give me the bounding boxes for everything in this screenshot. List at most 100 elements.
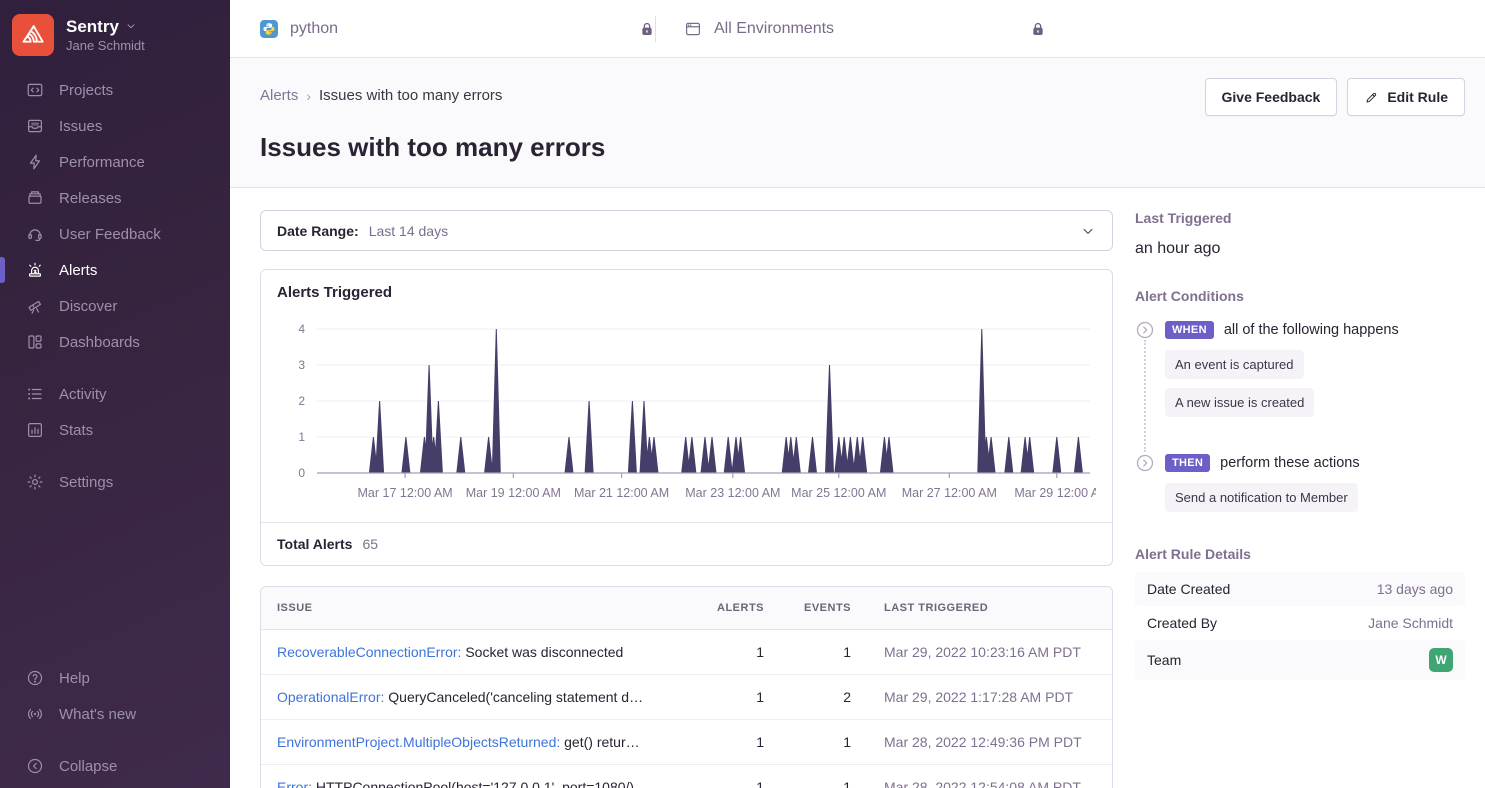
chart-title: Alerts Triggered: [277, 284, 393, 301]
sidebar-group: Activity Stats: [0, 376, 230, 448]
alerts-chart-panel: Alerts Triggered 0 1 2 3 4 Mar 17 12:00 AM Mar…: [260, 269, 1113, 566]
then-text: perform these actions: [1220, 455, 1360, 471]
last-triggered-value: an hour ago: [1135, 240, 1221, 257]
y-axis-label: 0: [298, 466, 305, 480]
alerts-count: 1: [756, 734, 764, 750]
sidebar-item-stats[interactable]: Stats: [0, 412, 230, 448]
sidebar-item-projects[interactable]: Projects: [0, 72, 230, 108]
sidebar-item-user-feedback[interactable]: User Feedback: [0, 216, 230, 252]
issues-icon: [26, 117, 44, 135]
org-name: Sentry: [66, 17, 119, 37]
last-triggered-cell: Mar 28, 2022 12:49:36 PM PDT: [884, 734, 1082, 750]
y-axis-label: 1: [298, 430, 305, 444]
breadcrumb: Alerts › Issues with too many errors: [260, 78, 502, 104]
detail-row: Date Created 13 days ago: [1135, 572, 1465, 606]
issue-link[interactable]: RecoverableConnectionError:: [277, 644, 462, 660]
sidebar-item-label: Performance: [59, 153, 145, 171]
x-axis-label: Mar 17 12:00 AM: [358, 486, 453, 500]
sidebar-item-label: Releases: [59, 189, 122, 207]
y-axis-label: 3: [298, 358, 305, 372]
condition-chip: Send a notification to Member: [1165, 483, 1358, 512]
page-header: Alerts › Issues with too many errors Giv…: [230, 58, 1485, 188]
sidebar-item-dashboards[interactable]: Dashboards: [0, 324, 230, 360]
alerts-triggered-chart: 0 1 2 3 4 Mar 17 12:00 AM Mar 19 12:00 AM Mar 2…: [277, 305, 1099, 522]
lock-icon[interactable]: [639, 21, 655, 37]
last-triggered-heading: Last Triggered: [1135, 210, 1232, 226]
chart-canvas: 0 1 2 3 4 Mar 17 12:00 AM Mar 19 12:00 AM Mar 2…: [298, 322, 1099, 500]
org-switcher[interactable]: Sentry Jane Schmidt: [0, 14, 230, 56]
sidebar-item-whats-new[interactable]: What's new: [0, 696, 230, 732]
total-alerts-row: Total Alerts 65: [261, 522, 1112, 565]
sidebar-group: Settings: [0, 464, 230, 500]
edit-rule-button[interactable]: Edit Rule: [1347, 78, 1465, 116]
issue-link[interactable]: Error:: [277, 779, 312, 788]
issues-table: ISSUE ALERTS EVENTS LAST TRIGGERED Recovera…: [260, 586, 1113, 788]
whats-new-icon: [26, 705, 44, 723]
sidebar-item-releases[interactable]: Releases: [0, 180, 230, 216]
date-range-value: Last 14 days: [368, 222, 449, 239]
environments-icon: [684, 20, 702, 38]
give-feedback-button[interactable]: Give Feedback: [1204, 78, 1338, 116]
x-axis-label: Mar 21 12:00 AM: [574, 486, 669, 500]
alerts-count: 1: [756, 779, 764, 788]
sidebar-item-issues[interactable]: Issues: [0, 108, 230, 144]
issue-link[interactable]: OperationalError:: [277, 689, 385, 705]
events-count: 1: [843, 779, 851, 788]
condition-chip: An event is captured: [1165, 350, 1304, 379]
environment-selector[interactable]: All Environments: [656, 20, 1046, 38]
dashboards-icon: [26, 333, 44, 351]
table-row[interactable]: OperationalError: QueryCanceled('canceli…: [261, 675, 1112, 720]
sidebar: Sentry Jane Schmidt Projects Issues Perfor…: [0, 0, 230, 788]
sidebar-item-label: Discover: [59, 297, 118, 315]
chevron-down-icon: [125, 16, 137, 37]
condition-chip: A new issue is created: [1165, 388, 1315, 417]
table-row[interactable]: Error: HTTPConnectionPool(host='127.0.0.…: [261, 765, 1112, 788]
issue-link[interactable]: EnvironmentProject.MultipleObjectsReturn…: [277, 734, 561, 750]
sidebar-item-label: Alerts: [59, 261, 98, 279]
chevron-right-circle-icon: [1135, 320, 1155, 340]
sidebar-item-label: Stats: [59, 421, 94, 439]
table-row[interactable]: RecoverableConnectionError: Socket was d…: [261, 630, 1112, 675]
edit-rule-label: Edit Rule: [1387, 89, 1448, 105]
total-alerts-label: Total Alerts: [277, 536, 353, 552]
condition-connector-line: [1144, 340, 1146, 452]
sidebar-item-activity[interactable]: Activity: [0, 376, 230, 412]
alerts-icon: [26, 261, 44, 279]
issue-cell: Error: HTTPConnectionPool(host='127.0.0.…: [277, 779, 694, 788]
x-axis-label: Mar 29 12:00 A: [1014, 486, 1096, 500]
stats-icon: [26, 421, 44, 439]
date-range-select[interactable]: Date Range: Last 14 days: [260, 210, 1113, 251]
sidebar-item-settings[interactable]: Settings: [0, 464, 230, 500]
user-feedback-icon: [26, 225, 44, 243]
breadcrumb-alerts-link[interactable]: Alerts: [260, 87, 299, 104]
table-row[interactable]: EnvironmentProject.MultipleObjectsReturn…: [261, 720, 1112, 765]
sidebar-item-label: Collapse: [59, 757, 118, 775]
sidebar-item-label: Dashboards: [59, 333, 140, 351]
sidebar-item-performance[interactable]: Performance: [0, 144, 230, 180]
events-count: 1: [843, 734, 851, 750]
detail-row: Created By Jane Schmidt: [1135, 606, 1465, 640]
project-selector[interactable]: python: [260, 19, 655, 38]
sidebar-item-discover[interactable]: Discover: [0, 288, 230, 324]
help-icon: [26, 669, 44, 687]
column-header-last-triggered: LAST TRIGGERED: [884, 602, 989, 614]
lock-icon[interactable]: [1030, 21, 1046, 37]
page-title: Issues with too many errors: [260, 132, 606, 162]
sidebar-item-collapse[interactable]: Collapse: [0, 748, 230, 784]
sidebar-item-alerts[interactable]: Alerts: [0, 252, 230, 288]
when-text: all of the following happens: [1223, 322, 1399, 338]
detail-value: 13 days ago: [1376, 581, 1453, 597]
sidebar-item-help[interactable]: Help: [0, 660, 230, 696]
issue-cell: EnvironmentProject.MultipleObjectsReturn…: [277, 734, 694, 750]
detail-label: Team: [1147, 652, 1182, 668]
sentry-logo: [12, 14, 54, 56]
sidebar-item-label: Issues: [59, 117, 103, 135]
discover-icon: [26, 297, 44, 315]
chevron-right-circle-icon: [1135, 453, 1155, 473]
date-range-label: Date Range:: [277, 222, 359, 239]
x-axis-label: Mar 25 12:00 AM: [791, 486, 886, 500]
breadcrumb-separator: ›: [306, 87, 312, 104]
table-header: ISSUE ALERTS EVENTS LAST TRIGGERED: [261, 587, 1112, 630]
team-avatar-badge: W: [1429, 648, 1453, 672]
y-axis-label: 2: [298, 394, 305, 408]
